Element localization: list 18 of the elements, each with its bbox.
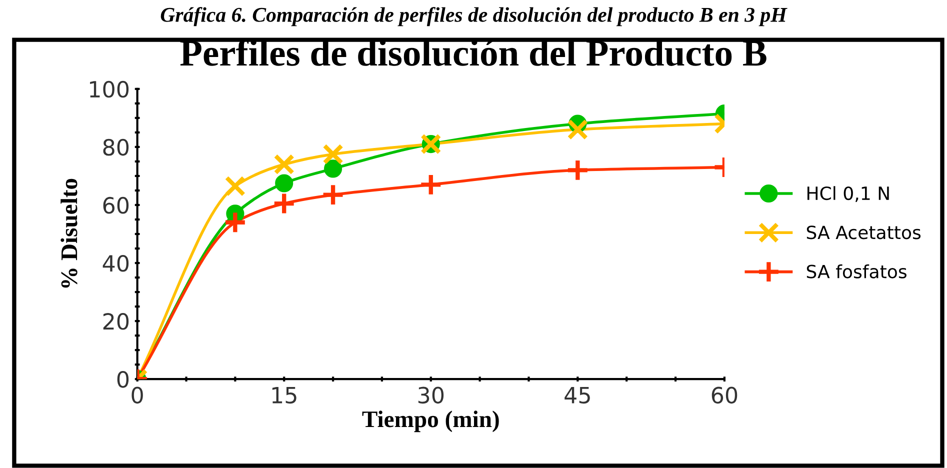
chart-title: Perfiles de disolución del Producto B [180, 39, 766, 66]
x-tick-label: 60 [712, 386, 738, 404]
x-tick-label: 15 [272, 387, 296, 404]
y-tick-label: 60 [103, 196, 129, 214]
y-tick-label: 100 [90, 80, 129, 98]
text: Gráfica 6. Comparación de perfiles de disolución del producto B en 3 pH [160, 7, 788, 26]
legend-label: SA fosfatos [806, 264, 906, 278]
y-axis-title: % Disuelto [60, 178, 78, 288]
x-tick-label: 30 [418, 386, 444, 404]
legend-label: HCl 0,1 N [807, 186, 889, 202]
x-tick-label: 45 [564, 387, 590, 404]
y-tick-label: 40 [102, 254, 129, 272]
legend-label: SA Acetattos [806, 226, 921, 240]
y-tick-label: 80 [103, 138, 129, 156]
y-tick-label: 20 [103, 313, 129, 330]
x-tick-label: 0 [132, 386, 143, 404]
x-axis-title: Tiempo (min) [362, 410, 499, 432]
y-tick-label: 0 [117, 371, 129, 388]
